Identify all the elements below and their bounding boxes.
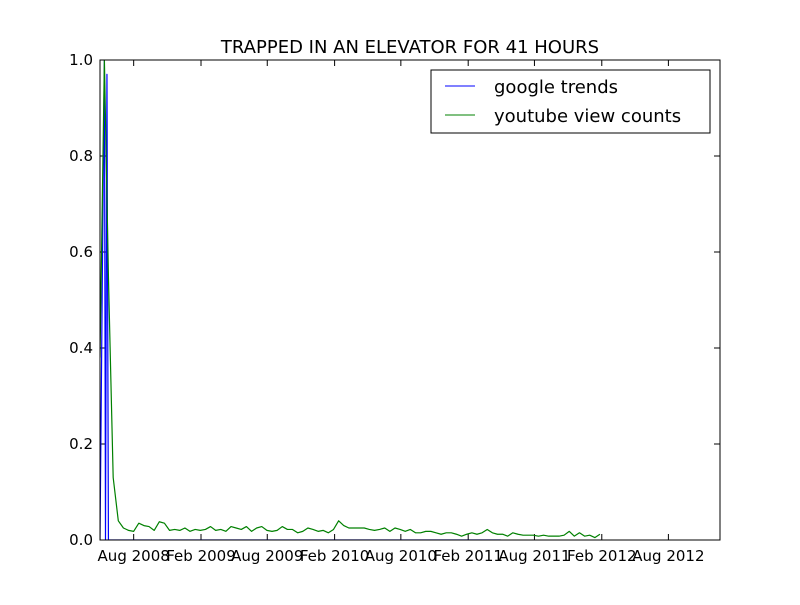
y-tick-label: 0.6: [69, 243, 93, 261]
legend-label-google-trends: google trends: [494, 77, 618, 98]
x-tick-label: Aug 2011: [498, 547, 570, 565]
y-tick-label: 0.2: [69, 435, 93, 453]
y-tick-label: 0.8: [69, 147, 93, 165]
y-tick-label: 0.0: [69, 531, 93, 549]
plot-frame: [99, 59, 721, 541]
y-tick-label: 0.4: [69, 339, 93, 357]
legend: google trends youtube view counts: [430, 69, 711, 134]
x-tick-label: Aug 2008: [98, 547, 170, 565]
x-tick-label: Feb 2012: [567, 547, 637, 565]
x-tick-label: Feb 2011: [433, 547, 503, 565]
x-tick-label: Aug 2012: [632, 547, 704, 565]
chart-title: TRAPPED IN AN ELEVATOR FOR 41 HOURS: [220, 37, 599, 58]
x-tick-label: Feb 2009: [166, 547, 236, 565]
x-tick-label: Aug 2010: [365, 547, 437, 565]
legend-label-youtube-view-counts: youtube view counts: [494, 106, 681, 127]
y-tick-label: 1.0: [69, 51, 93, 69]
x-tick-label: Aug 2009: [231, 547, 303, 565]
legend-frame: [430, 69, 711, 134]
series-line-youtube-view-counts: [100, 60, 601, 539]
x-tick-label: Feb 2010: [300, 547, 370, 565]
